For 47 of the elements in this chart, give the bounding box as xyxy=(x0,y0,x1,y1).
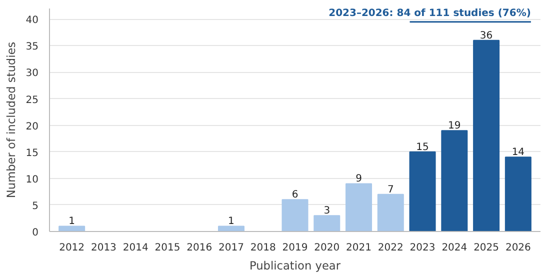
x-tick-label: 2014 xyxy=(122,242,148,254)
bar xyxy=(473,40,500,232)
x-tick-label: 2013 xyxy=(90,242,116,254)
y-tick-label: 0 xyxy=(32,228,39,238)
x-tick-label: 2012 xyxy=(59,242,85,254)
y-tick-label: 15 xyxy=(26,148,39,159)
y-tick-label: 30 xyxy=(26,68,39,80)
data-label: 19 xyxy=(448,120,461,132)
bar xyxy=(441,130,468,232)
x-tick-label: 2015 xyxy=(154,242,180,254)
bar xyxy=(377,194,404,232)
y-tick-label: 10 xyxy=(26,174,39,186)
data-label: 14 xyxy=(512,147,525,158)
bar xyxy=(409,151,436,232)
data-label: 1 xyxy=(68,216,76,228)
y-tick-label: 5 xyxy=(32,200,39,212)
bar xyxy=(504,156,532,232)
data-label: 6 xyxy=(292,190,298,201)
bar xyxy=(58,226,86,232)
x-tick-label: 2023 xyxy=(410,242,436,254)
data-label: 36 xyxy=(480,30,493,42)
x-tick-label: 2019 xyxy=(282,242,308,254)
y-tick-label: 40 xyxy=(26,15,39,26)
x-tick-label: 2025 xyxy=(474,242,500,254)
bar xyxy=(282,199,308,232)
data-label: 15 xyxy=(416,142,429,153)
data-label: 9 xyxy=(356,174,362,185)
y-tick-label: 20 xyxy=(26,121,39,132)
y-tick-label: 35 xyxy=(26,42,39,53)
x-tick-label: 2018 xyxy=(250,242,276,254)
bar xyxy=(346,183,372,232)
bar xyxy=(218,226,244,232)
data-label: 3 xyxy=(324,206,330,217)
y-axis-title: Number of included studies xyxy=(4,42,18,198)
data-label: 1 xyxy=(228,216,234,228)
x-tick-label: 2016 xyxy=(186,242,212,254)
x-tick-label: 2022 xyxy=(378,242,404,254)
data-label: 7 xyxy=(387,184,394,196)
bar xyxy=(314,215,340,232)
x-axis-title: Publication year xyxy=(249,258,341,272)
x-tick-label: 2020 xyxy=(314,242,340,254)
x-tick-label: 2017 xyxy=(218,242,244,254)
annotation: 2023–2026: 84 of 111 studies (76%) xyxy=(328,8,531,19)
x-tick-label: 2024 xyxy=(442,242,468,254)
x-tick-label: 2021 xyxy=(346,242,372,254)
x-tick-label: 2026 xyxy=(505,242,531,254)
y-tick-label: 25 xyxy=(26,94,39,106)
